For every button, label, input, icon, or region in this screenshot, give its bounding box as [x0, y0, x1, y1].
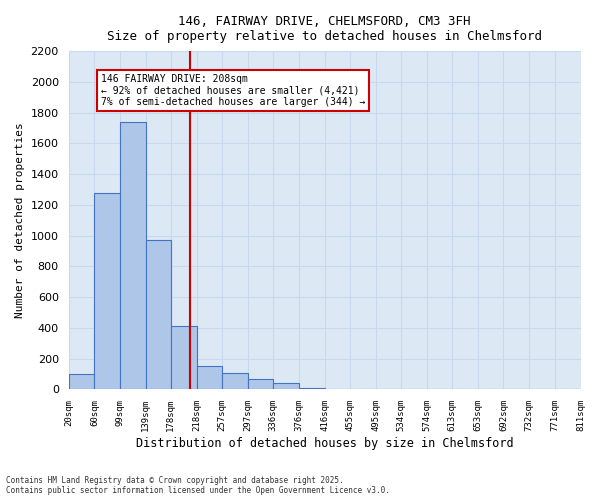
Bar: [197, 366, 222, 390]
Bar: [68, 374, 94, 390]
Bar: [222, 372, 248, 390]
Bar: [299, 388, 325, 390]
Title: 146, FAIRWAY DRIVE, CHELMSFORD, CM3 3FH
Size of property relative to detached ho: 146, FAIRWAY DRIVE, CHELMSFORD, CM3 3FH …: [107, 15, 542, 43]
Bar: [94, 192, 119, 390]
X-axis label: Distribution of detached houses by size in Chelmsford: Distribution of detached houses by size …: [136, 437, 514, 450]
Text: 146 FAIRWAY DRIVE: 208sqm
← 92% of detached houses are smaller (4,421)
7% of sem: 146 FAIRWAY DRIVE: 208sqm ← 92% of detac…: [101, 74, 365, 108]
Bar: [248, 380, 273, 390]
Y-axis label: Number of detached properties: Number of detached properties: [15, 122, 25, 318]
Bar: [273, 384, 299, 390]
Bar: [119, 122, 146, 390]
Text: Contains HM Land Registry data © Crown copyright and database right 2025.
Contai: Contains HM Land Registry data © Crown c…: [6, 476, 390, 495]
Bar: [171, 326, 197, 390]
Bar: [146, 240, 171, 390]
